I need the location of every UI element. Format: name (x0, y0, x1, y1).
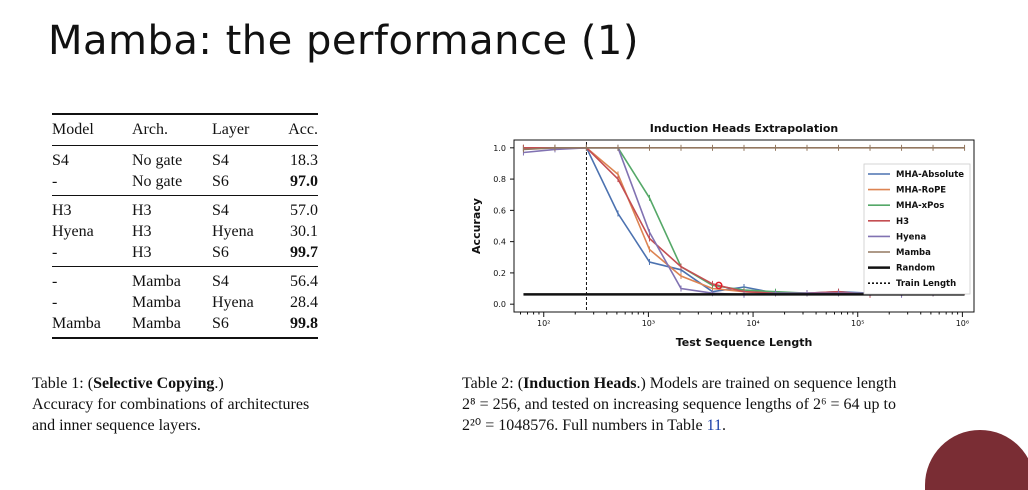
cell-model: Mamba (52, 315, 101, 332)
y-tick-label: 0.6 (493, 206, 506, 215)
table-body: S4 No gate S4 18.3- No gate S6 97.0 H3 H3 S4 57.0 H… (52, 150, 318, 334)
cell-model: H3 (52, 202, 72, 219)
y-tick-label: 0.0 (493, 300, 506, 309)
table-group-rule (52, 266, 318, 267)
cell-arch: H3 (132, 202, 152, 219)
cell-arch: Mamba (132, 315, 181, 332)
cell-arch: Mamba (132, 273, 181, 290)
legend-label: MHA-xPos (896, 201, 944, 211)
plot-frame (513, 139, 975, 313)
slide-title: Mamba: the performance (1) (48, 18, 639, 64)
header-arch: Arch. (132, 121, 168, 138)
cell-arch: H3 (132, 244, 152, 261)
table-row: - Mamba Hyena 28.4 (52, 292, 318, 313)
cell-acc: 99.8 (290, 315, 318, 332)
caption2-line3: 2²⁰ = 1048576. Full numbers in Table (462, 417, 707, 434)
table1-caption: Table 1: (Selective Copying.) Accuracy f… (32, 373, 362, 436)
results-table: Model Arch. Layer Acc. S4 No gate S4 18.3 - N… (52, 113, 318, 339)
chart-svg: Induction Heads Extrapolation 0.0 0.2 0.4 0.… (470, 122, 975, 349)
header-model: Model (52, 121, 94, 138)
table-ref-link[interactable]: 11 (706, 417, 722, 434)
legend-label: MHA-Absolute (896, 170, 964, 180)
y-tick-label: 0.8 (493, 175, 506, 184)
cell-model: - (52, 273, 58, 290)
cell-layer: S6 (212, 315, 229, 332)
y-tick-label: 0.4 (493, 238, 506, 247)
x-tick-label: 10² (537, 319, 550, 328)
y-tick-label: 1.0 (493, 144, 506, 153)
cell-layer: S6 (212, 173, 229, 190)
table-row: Hyena H3 Hyena 30.1 (52, 221, 318, 242)
cell-model: - (52, 173, 58, 190)
cell-acc: 18.3 (290, 152, 318, 169)
cell-model: - (52, 294, 58, 311)
cell-layer: Hyena (212, 294, 254, 311)
cell-layer: S4 (212, 202, 229, 219)
cell-model: Hyena (52, 223, 94, 240)
cell-acc: 57.0 (290, 202, 318, 219)
legend-box (863, 163, 971, 295)
y-axis-label: Accuracy (470, 198, 483, 254)
cell-acc: 30.1 (290, 223, 318, 240)
table-row: Mamba Mamba S6 99.8 (52, 313, 318, 334)
cell-layer: Hyena (212, 223, 254, 240)
legend-label: H3 (896, 217, 909, 227)
cell-layer: S4 (212, 273, 229, 290)
table-group-rule (52, 195, 318, 196)
caption2-after: .) Models are trained on sequence length (636, 375, 897, 392)
caption1-line2: Accuracy for combinations of architectur… (32, 396, 310, 413)
header-layer: Layer (212, 121, 250, 138)
table-row: H3 H3 S4 57.0 (52, 200, 318, 221)
x-tick-label: 10⁶ (956, 319, 969, 328)
cell-arch: H3 (132, 223, 152, 240)
caption1-bold: Selective Copying (93, 375, 215, 392)
x-axis-label: Test Sequence Length (676, 336, 813, 349)
cell-layer: S4 (212, 152, 229, 169)
cell-acc: 28.4 (290, 294, 318, 311)
cell-arch: No gate (132, 173, 183, 190)
table-bottom-rule (52, 337, 318, 339)
header-acc: Acc. (288, 121, 318, 138)
table2-caption: Table 2: (Induction Heads.) Models are t… (462, 373, 1002, 436)
induction-heads-chart: Induction Heads Extrapolation 0.0 0.2 0.4 0.… (460, 118, 980, 360)
cell-arch: No gate (132, 152, 183, 169)
table-row: - H3 S6 99.7 (52, 242, 318, 263)
cell-acc: 99.7 (290, 244, 318, 261)
y-tick-label: 0.2 (493, 269, 506, 278)
caption1-rest: .) (214, 375, 224, 392)
cell-arch: Mamba (132, 294, 181, 311)
table-row: S4 No gate S4 18.3 (52, 150, 318, 171)
cell-acc: 56.4 (290, 273, 318, 290)
caption2-line3-end: . (722, 417, 726, 434)
highlight-marker (715, 281, 723, 290)
decorative-shape (925, 430, 1028, 490)
legend-label: Hyena (896, 232, 926, 242)
table-top-rule (52, 113, 318, 115)
legend-label: Mamba (896, 248, 931, 258)
table-row: - Mamba S4 56.4 (52, 271, 318, 292)
x-tick-label: 10⁴ (746, 319, 759, 328)
legend-label: MHA-RoPE (896, 186, 946, 196)
cell-model: - (52, 244, 58, 261)
table-row: - No gate S6 97.0 (52, 171, 318, 192)
legend-label: Random (896, 264, 935, 274)
caption2-bold: Induction Heads (523, 375, 637, 392)
caption1-label: Table 1: ( (32, 375, 94, 392)
table-header-rule (52, 145, 318, 146)
cell-acc: 97.0 (290, 173, 318, 190)
chart-title: Induction Heads Extrapolation (650, 122, 839, 135)
cell-layer: S6 (212, 244, 229, 261)
x-tick-label: 10⁵ (851, 319, 864, 328)
legend-label: Train Length (896, 279, 956, 289)
caption2-prefix: Table 2: ( (462, 375, 524, 392)
table-header-row: Model Arch. Layer Acc. (52, 119, 318, 140)
cell-model: S4 (52, 152, 69, 169)
caption1-line3: and inner sequence layers. (32, 417, 201, 434)
x-tick-label: 10³ (642, 319, 655, 328)
caption2-line2: 2⁸ = 256, and tested on increasing seque… (462, 396, 896, 413)
